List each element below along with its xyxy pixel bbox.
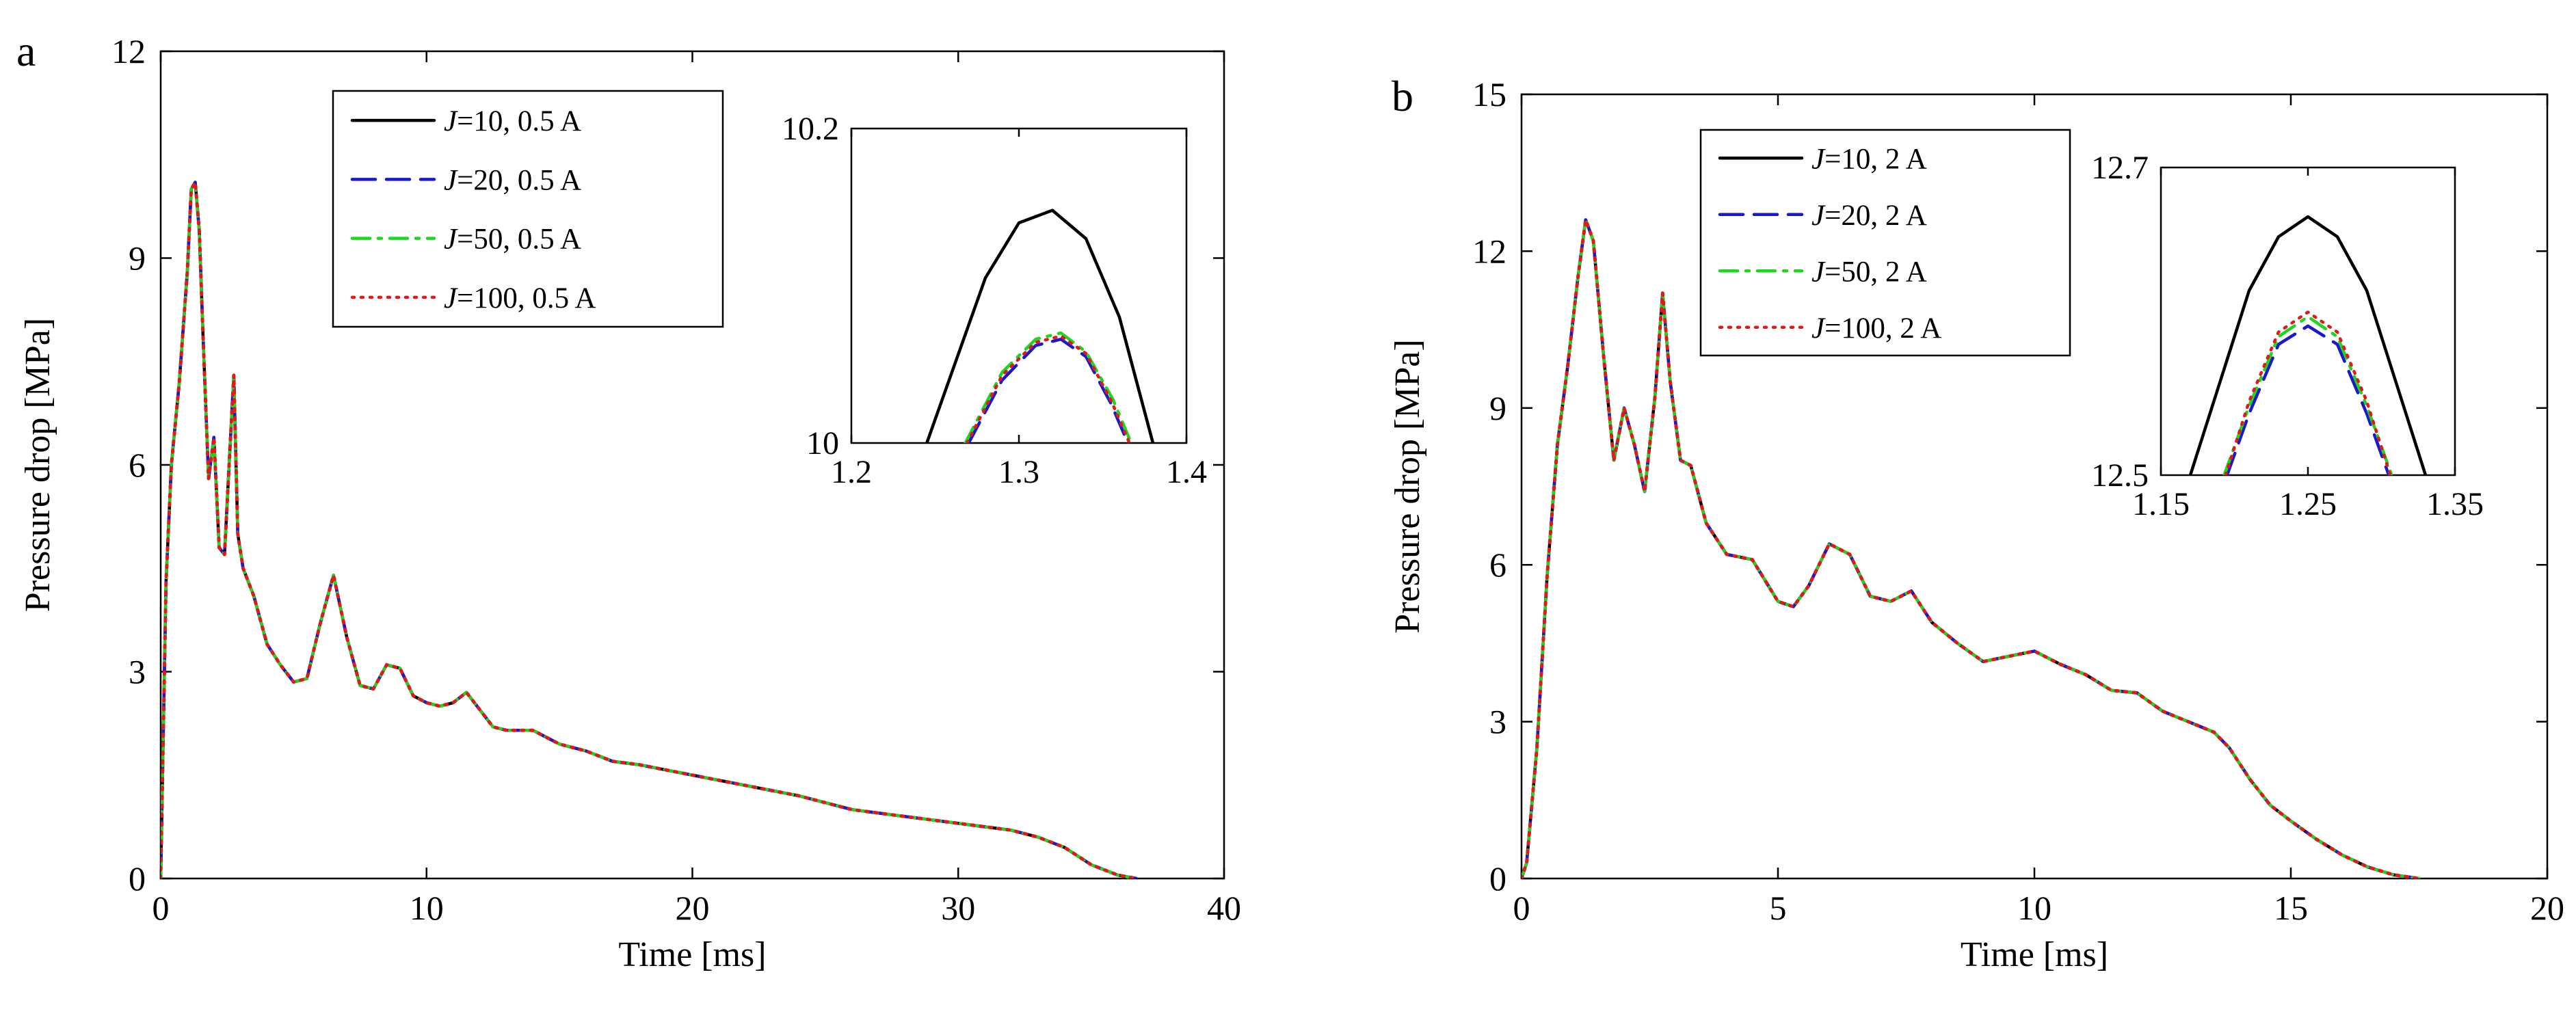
legend-entry-4: J=100, 0.5 A — [444, 282, 596, 314]
inset-y-tick-label: 12.7 — [2091, 150, 2149, 186]
legend-box — [332, 90, 724, 328]
x-tick-label: 40 — [1207, 889, 1241, 927]
y-tick-label: 9 — [129, 239, 146, 278]
legend-entry-4: J=100, 2 A — [1811, 312, 1941, 345]
series-line-4 — [1522, 218, 2421, 878]
panel-letter: a — [16, 27, 36, 75]
inset-curve-1 — [2188, 215, 2428, 475]
x-tick-label: 5 — [1770, 889, 1787, 927]
series-group — [161, 180, 1139, 878]
series-line-4 — [161, 180, 1139, 878]
y-tick-label: 3 — [1489, 703, 1506, 741]
inset-curve-3 — [964, 331, 1133, 443]
inset-x-tick-label: 1.35 — [2426, 486, 2484, 522]
y-axis-label: Pressure drop [MPa] — [18, 318, 57, 612]
legend: J=10, 0.5 A J=20, 0.5 A J=50, 0.5 A J=100, … — [332, 90, 724, 328]
inset-curves — [925, 209, 1155, 443]
y-tick-label: 3 — [129, 653, 146, 691]
legend-entry-2: J=20, 2 A — [1811, 200, 1927, 232]
y-tick-label: 9 — [1489, 389, 1506, 427]
inset: 1.15 1.25 1.35 12.5 12.7 — [2091, 150, 2484, 522]
inset-frame — [850, 127, 1188, 444]
x-tick-label: 20 — [2530, 889, 2564, 927]
inset: 1.2 1.3 1.4 10 10.2 — [782, 111, 1207, 490]
series-line-3 — [161, 180, 1138, 878]
y-tick-label: 6 — [1489, 546, 1506, 584]
inset-x-tick-label: 1.15 — [2132, 486, 2190, 522]
inset-y-tick-label: 10.2 — [782, 111, 839, 147]
legend-entry-3: J=50, 0.5 A — [444, 224, 581, 256]
inset-x-tick-label: 1.2 — [831, 454, 872, 490]
y-axis-label: Pressure drop [MPa] — [1388, 339, 1427, 633]
legend-entry-3: J=50, 2 A — [1811, 256, 1927, 288]
y-tick-label: 6 — [129, 446, 146, 484]
inset-frame — [2160, 166, 2456, 477]
x-tick-label: 10 — [2017, 889, 2051, 927]
panel-a: a 0 10 20 30 40 0 3 6 9 12 Time [ms] Pressure drop [… — [16, 27, 1241, 974]
inset-y-tick-label: 10 — [806, 425, 839, 461]
y-tick-label: 0 — [1489, 859, 1506, 898]
inset-curve-1 — [925, 209, 1155, 443]
inset-curves — [2188, 215, 2428, 475]
inset-x-tick-label: 1.3 — [998, 454, 1039, 490]
inset-curve-4 — [965, 334, 1131, 443]
inset-curve-4 — [2224, 310, 2392, 475]
y-tick-label: 15 — [1472, 75, 1506, 113]
y-tick-label: 0 — [129, 859, 146, 898]
panel-b: b 0 5 10 15 20 0 3 6 9 12 15 Time [ms] Pressure drop … — [1388, 72, 2564, 974]
y-tick-label: 12 — [1472, 232, 1506, 270]
legend-entry-1: J=10, 2 A — [1811, 143, 1927, 175]
x-tick-label: 0 — [1513, 889, 1530, 927]
y-tick-label: 12 — [111, 32, 146, 70]
x-tick-label: 15 — [2274, 889, 2308, 927]
inset-x-tick-label: 1.25 — [2279, 486, 2337, 522]
x-axis-label: Time [ms] — [618, 935, 766, 974]
panel-letter: b — [1392, 72, 1413, 120]
x-axis-label: Time [ms] — [1961, 935, 2108, 974]
x-tick-label: 30 — [941, 889, 975, 927]
legend-box — [1699, 129, 2071, 357]
x-tick-label: 10 — [410, 889, 444, 927]
inset-y-tick-label: 12.5 — [2091, 457, 2149, 494]
legend-entry-2: J=20, 0.5 A — [444, 164, 581, 196]
legend: J=10, 2 A J=20, 2 A J=50, 2 A J=100, 2 A — [1699, 129, 2071, 357]
x-tick-label: 0 — [152, 889, 170, 927]
inset-curve-2 — [2225, 324, 2391, 475]
legend-entry-1: J=10, 0.5 A — [444, 105, 581, 137]
inset-x-tick-label: 1.4 — [1166, 454, 1207, 490]
x-tick-label: 20 — [676, 889, 710, 927]
inset-curve-2 — [967, 337, 1130, 443]
series-group — [1522, 218, 2421, 878]
